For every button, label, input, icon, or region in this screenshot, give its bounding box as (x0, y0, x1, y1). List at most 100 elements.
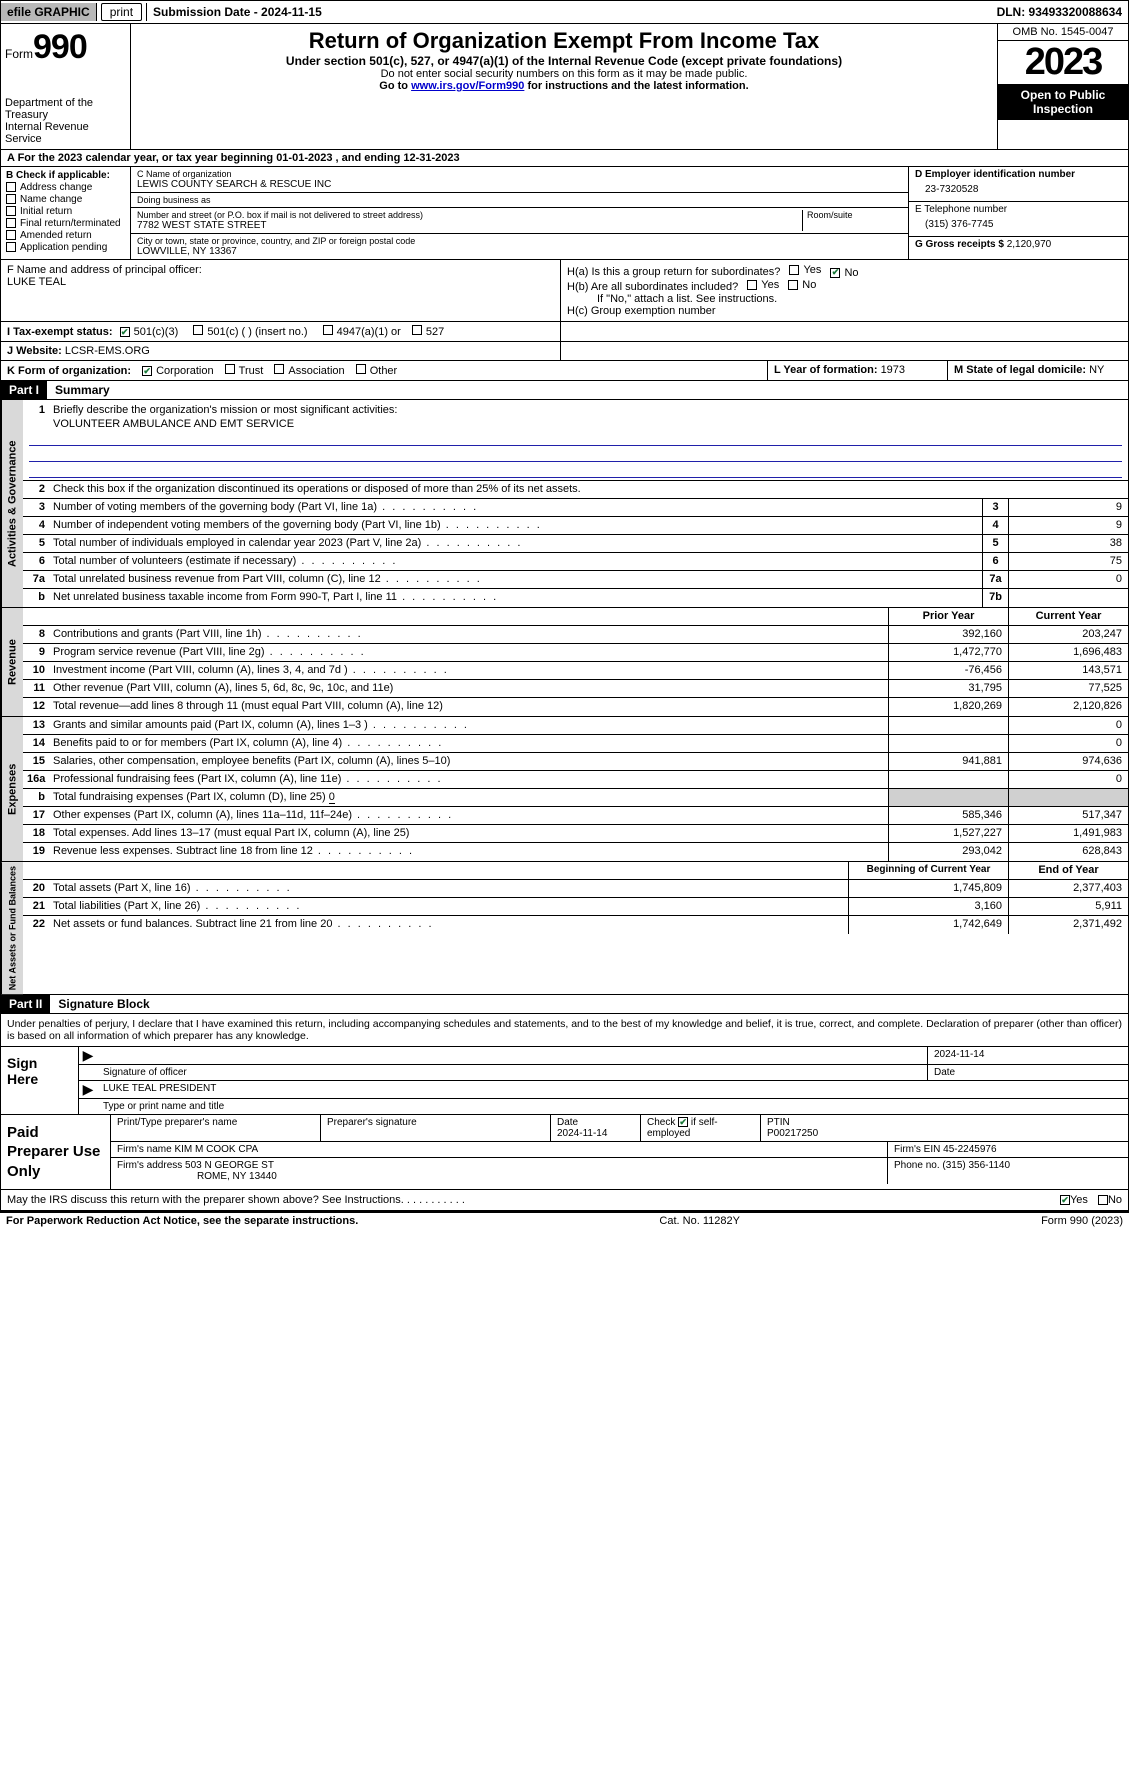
l21-text: Total liabilities (Part X, line 26) (49, 898, 848, 915)
hb-yes[interactable] (747, 280, 757, 290)
efile-label: efile GRAPHIC (1, 3, 97, 21)
city-value: LOWVILLE, NY 13367 (137, 246, 902, 257)
l18-prior: 1,527,227 (888, 825, 1008, 842)
line-a: A For the 2023 calendar year, or tax yea… (0, 150, 1129, 167)
prep-date-lbl: Date (557, 1117, 578, 1128)
hb-note: If "No," attach a list. See instructions… (567, 293, 1122, 305)
irs-link[interactable]: www.irs.gov/Form990 (411, 80, 524, 92)
print-button[interactable]: print (101, 3, 142, 21)
l3-text: Number of voting members of the governin… (49, 499, 982, 516)
chk-name-change[interactable] (6, 194, 16, 204)
chk-501c[interactable] (193, 325, 203, 335)
ha-label: H(a) Is this a group return for subordin… (567, 266, 780, 278)
sig-date-label: Date (928, 1065, 1128, 1080)
l6-val: 75 (1008, 553, 1128, 570)
dba-label: Doing business as (137, 195, 902, 205)
l22-text: Net assets or fund balances. Subtract li… (49, 916, 848, 934)
l16b-prior-grey (888, 789, 1008, 806)
form-subtitle-1: Under section 501(c), 527, or 4947(a)(1)… (139, 54, 989, 68)
box-h: H(a) Is this a group return for subordin… (561, 260, 1128, 321)
gross-label: G Gross receipts $ (915, 239, 1007, 250)
chk-address-change[interactable] (6, 182, 16, 192)
omb-number: OMB No. 1545-0047 (998, 24, 1128, 41)
l17-curr: 517,347 (1008, 807, 1128, 824)
l2-text: Check this box if the organization disco… (53, 483, 581, 495)
l1-mission: VOLUNTEER AMBULANCE AND EMT SERVICE (23, 418, 1128, 430)
l8-prior: 392,160 (888, 626, 1008, 643)
lbl-address-change: Address change (20, 182, 92, 193)
l6-box: 6 (982, 553, 1008, 570)
form-foot: Form 990 (2023) (1041, 1215, 1123, 1227)
l15-prior: 941,881 (888, 753, 1008, 770)
chk-self-employed[interactable] (678, 1117, 688, 1127)
box-c: C Name of organization LEWIS COUNTY SEAR… (131, 167, 908, 259)
l20-beg: 1,745,809 (848, 880, 1008, 897)
section-fh: F Name and address of principal officer:… (0, 260, 1129, 322)
arrow-icon: ▶ (79, 1047, 97, 1064)
l16a-curr: 0 (1008, 771, 1128, 788)
chk-final-return[interactable] (6, 218, 16, 228)
org-name: LEWIS COUNTY SEARCH & RESCUE INC (137, 179, 902, 190)
l-label: L Year of formation: (774, 364, 881, 376)
chk-501c3[interactable] (120, 327, 130, 337)
tax-year: 2023 (998, 41, 1128, 84)
l7b-text: Net unrelated business taxable income fr… (49, 589, 982, 607)
m-value: NY (1089, 364, 1104, 376)
l9-curr: 1,696,483 (1008, 644, 1128, 661)
officer-label: F Name and address of principal officer: (7, 264, 554, 276)
prep-phone: (315) 356-1140 (942, 1160, 1010, 1171)
chk-amended[interactable] (6, 230, 16, 240)
form-title: Return of Organization Exempt From Incom… (139, 28, 989, 54)
section-revenue: Revenue Prior YearCurrent Year 8Contribu… (0, 608, 1129, 717)
phone-value: (315) 376-7745 (915, 215, 1122, 234)
part1-title: Summary (47, 381, 118, 399)
ha-no[interactable] (830, 268, 840, 278)
tab-governance: Activities & Governance (1, 400, 23, 607)
chk-initial-return[interactable] (6, 206, 16, 216)
l12-prior: 1,820,269 (888, 698, 1008, 716)
section-bcdeg: B Check if applicable: Address change Na… (0, 167, 1129, 260)
chk-527[interactable] (412, 325, 422, 335)
footer-paperwork: For Paperwork Reduction Act Notice, see … (0, 1211, 1129, 1229)
l18-curr: 1,491,983 (1008, 825, 1128, 842)
l13-text: Grants and similar amounts paid (Part IX… (49, 717, 888, 734)
chk-4947[interactable] (323, 325, 333, 335)
sig-name-label: Type or print name and title (97, 1099, 1128, 1114)
prep-date-val: 2024-11-14 (557, 1128, 607, 1139)
row-i: I Tax-exempt status: 501(c)(3) 501(c) ( … (0, 322, 1129, 342)
beg-year-hdr: Beginning of Current Year (848, 862, 1008, 879)
irs-label: Internal Revenue Service (5, 121, 126, 145)
lbl-initial-return: Initial return (20, 206, 72, 217)
l16b-val: 0 (329, 791, 335, 804)
l8-curr: 203,247 (1008, 626, 1128, 643)
may-irs-no[interactable] (1098, 1195, 1108, 1205)
chk-app-pending[interactable] (6, 242, 16, 252)
l11-text: Other revenue (Part VIII, column (A), li… (49, 680, 888, 697)
lbl-app-pending: Application pending (20, 242, 107, 253)
l9-prior: 1,472,770 (888, 644, 1008, 661)
hb-no[interactable] (788, 280, 798, 290)
l19-text: Revenue less expenses. Subtract line 18 … (49, 843, 888, 861)
l1-label: Briefly describe the organization's miss… (49, 402, 1128, 418)
l3-val: 9 (1008, 499, 1128, 516)
l5-box: 5 (982, 535, 1008, 552)
chk-other[interactable] (356, 364, 366, 374)
firm-addr2: ROME, NY 13440 (117, 1171, 277, 1182)
j-label: J Website: (7, 345, 65, 357)
l13-curr: 0 (1008, 717, 1128, 734)
chk-trust[interactable] (225, 364, 235, 374)
may-irs-yes[interactable] (1060, 1195, 1070, 1205)
addr-label: Number and street (or P.O. box if mail i… (137, 210, 802, 220)
firm-addr-lbl: Firm's address (117, 1160, 185, 1171)
l10-prior: -76,456 (888, 662, 1008, 679)
l16b-curr-grey (1008, 789, 1128, 806)
ha-yes[interactable] (789, 265, 799, 275)
row-j: J Website: LCSR-EMS.ORG (0, 342, 1129, 361)
l17-prior: 585,346 (888, 807, 1008, 824)
chk-assoc[interactable] (274, 364, 284, 374)
l16b-text: Total fundraising expenses (Part IX, col… (53, 791, 329, 803)
chk-corp[interactable] (142, 366, 152, 376)
mission-line (29, 462, 1122, 478)
l5-text: Total number of individuals employed in … (49, 535, 982, 552)
l12-curr: 2,120,826 (1008, 698, 1128, 716)
